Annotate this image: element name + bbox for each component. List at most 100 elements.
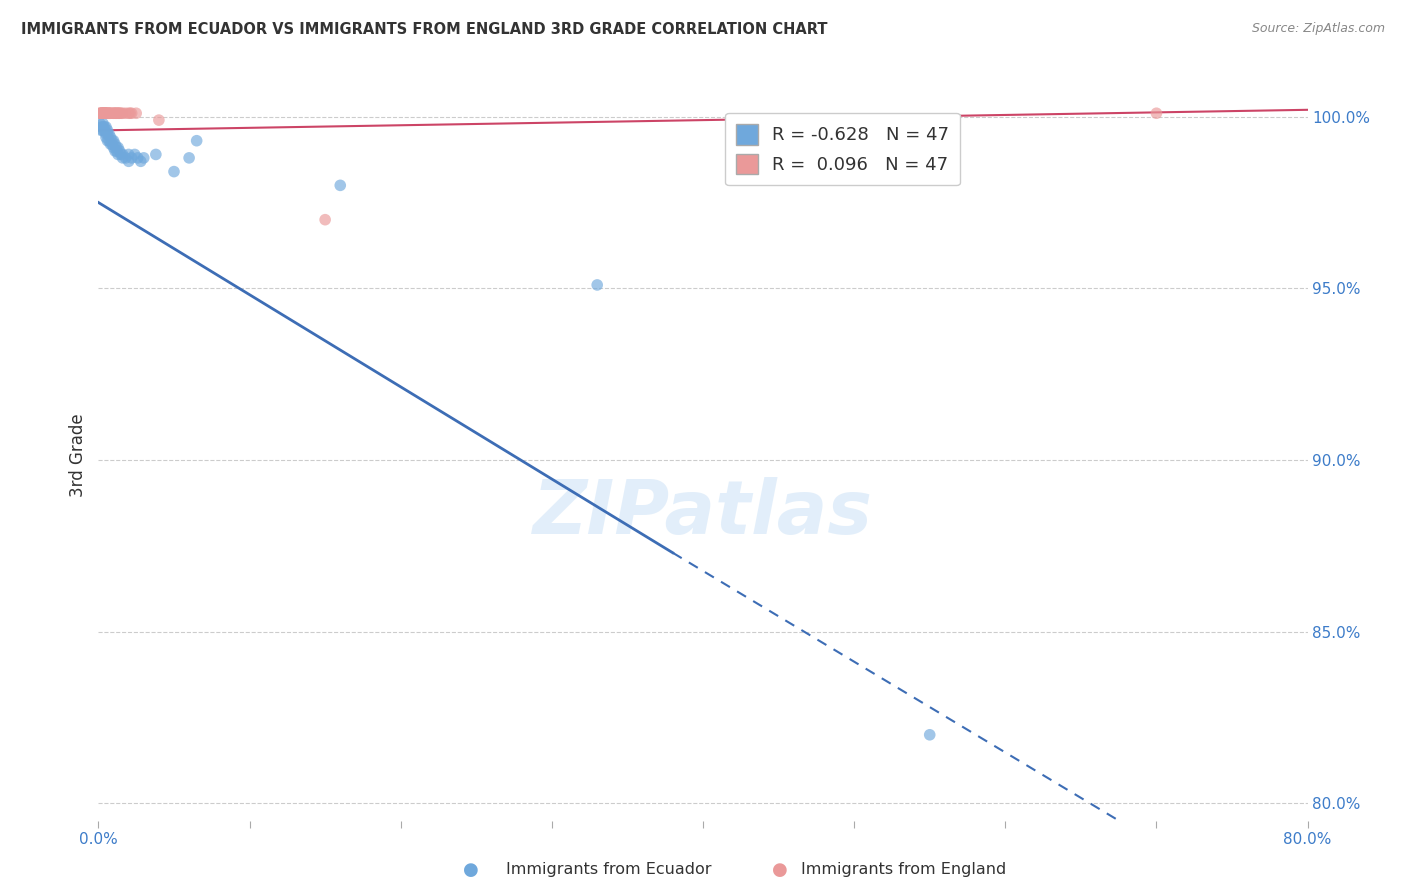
Point: [105, 106, 128, 120]
Point: [148, 113, 170, 128]
Text: Immigrants from Ecuador: Immigrants from Ecuador: [506, 863, 711, 877]
Point: [124, 147, 146, 161]
Point: [98, 106, 121, 120]
Point: [93, 106, 115, 120]
Point: [91, 116, 114, 130]
Point: [93, 106, 115, 120]
Point: [94, 106, 117, 120]
Point: [98, 106, 121, 120]
Point: [118, 106, 141, 120]
Point: [101, 137, 124, 152]
Point: [91, 106, 114, 120]
Point: [121, 151, 143, 165]
Point: [104, 106, 127, 120]
Point: [111, 106, 134, 120]
Point: [110, 147, 132, 161]
Point: [108, 144, 131, 158]
Point: [91, 120, 114, 134]
Point: [96, 127, 118, 141]
Point: [145, 147, 167, 161]
Point: [114, 151, 136, 165]
Point: [105, 106, 128, 120]
Text: ●: ●: [463, 861, 479, 879]
Point: [127, 151, 149, 165]
Point: [90, 106, 112, 120]
Point: [94, 106, 117, 120]
Point: [91, 106, 114, 120]
Point: [105, 144, 128, 158]
Point: [103, 140, 125, 154]
Point: [125, 106, 148, 120]
Point: [96, 106, 118, 120]
Point: [94, 106, 117, 120]
Point: [179, 151, 201, 165]
Point: [107, 106, 129, 120]
Point: [105, 140, 128, 154]
Point: [737, 113, 759, 128]
Point: [93, 123, 115, 137]
Point: [94, 130, 117, 145]
Point: [118, 147, 141, 161]
Point: [103, 106, 125, 120]
Point: [93, 106, 115, 120]
Point: [89, 106, 111, 120]
Point: [129, 154, 152, 169]
Point: [132, 151, 155, 165]
Point: [94, 127, 117, 141]
Text: ●: ●: [772, 861, 789, 879]
Point: [98, 127, 121, 141]
Point: [104, 144, 127, 158]
Point: [91, 106, 114, 120]
Point: [103, 106, 125, 120]
Point: [91, 123, 114, 137]
Point: [1144, 106, 1167, 120]
Point: [186, 134, 208, 148]
Point: [91, 106, 114, 120]
Point: [101, 134, 124, 148]
Point: [107, 147, 129, 161]
Point: [110, 106, 132, 120]
Legend: R = -0.628   N = 47, R =  0.096   N = 47: R = -0.628 N = 47, R = 0.096 N = 47: [725, 113, 960, 186]
Point: [120, 106, 142, 120]
Point: [96, 106, 118, 120]
Point: [90, 106, 112, 120]
Point: [89, 106, 111, 120]
Point: [104, 106, 127, 120]
Point: [100, 106, 122, 120]
Text: Immigrants from England: Immigrants from England: [801, 863, 1007, 877]
Point: [114, 106, 136, 120]
Y-axis label: 3rd Grade: 3rd Grade: [69, 413, 87, 497]
Point: [94, 120, 117, 134]
Point: [100, 130, 122, 145]
Point: [111, 147, 134, 161]
Point: [108, 106, 131, 120]
Point: [89, 116, 111, 130]
Point: [96, 134, 118, 148]
Point: [586, 277, 609, 292]
Point: [93, 106, 115, 120]
Point: [108, 106, 131, 120]
Point: [98, 106, 121, 120]
Text: IMMIGRANTS FROM ECUADOR VS IMMIGRANTS FROM ENGLAND 3RD GRADE CORRELATION CHART: IMMIGRANTS FROM ECUADOR VS IMMIGRANTS FR…: [21, 22, 828, 37]
Point: [90, 123, 112, 137]
Point: [90, 106, 112, 120]
Point: [104, 137, 127, 152]
Point: [96, 123, 118, 137]
Point: [100, 137, 122, 152]
Text: ZIPatlas: ZIPatlas: [533, 477, 873, 550]
Point: [329, 178, 352, 193]
Point: [90, 120, 112, 134]
Point: [98, 134, 121, 148]
Point: [94, 106, 117, 120]
Point: [93, 120, 115, 134]
Text: Source: ZipAtlas.com: Source: ZipAtlas.com: [1251, 22, 1385, 36]
Point: [103, 134, 125, 148]
Point: [918, 728, 941, 742]
Point: [107, 140, 129, 154]
Point: [100, 106, 122, 120]
Point: [163, 164, 186, 178]
Point: [107, 106, 129, 120]
Point: [314, 212, 336, 227]
Point: [101, 106, 124, 120]
Point: [121, 106, 143, 120]
